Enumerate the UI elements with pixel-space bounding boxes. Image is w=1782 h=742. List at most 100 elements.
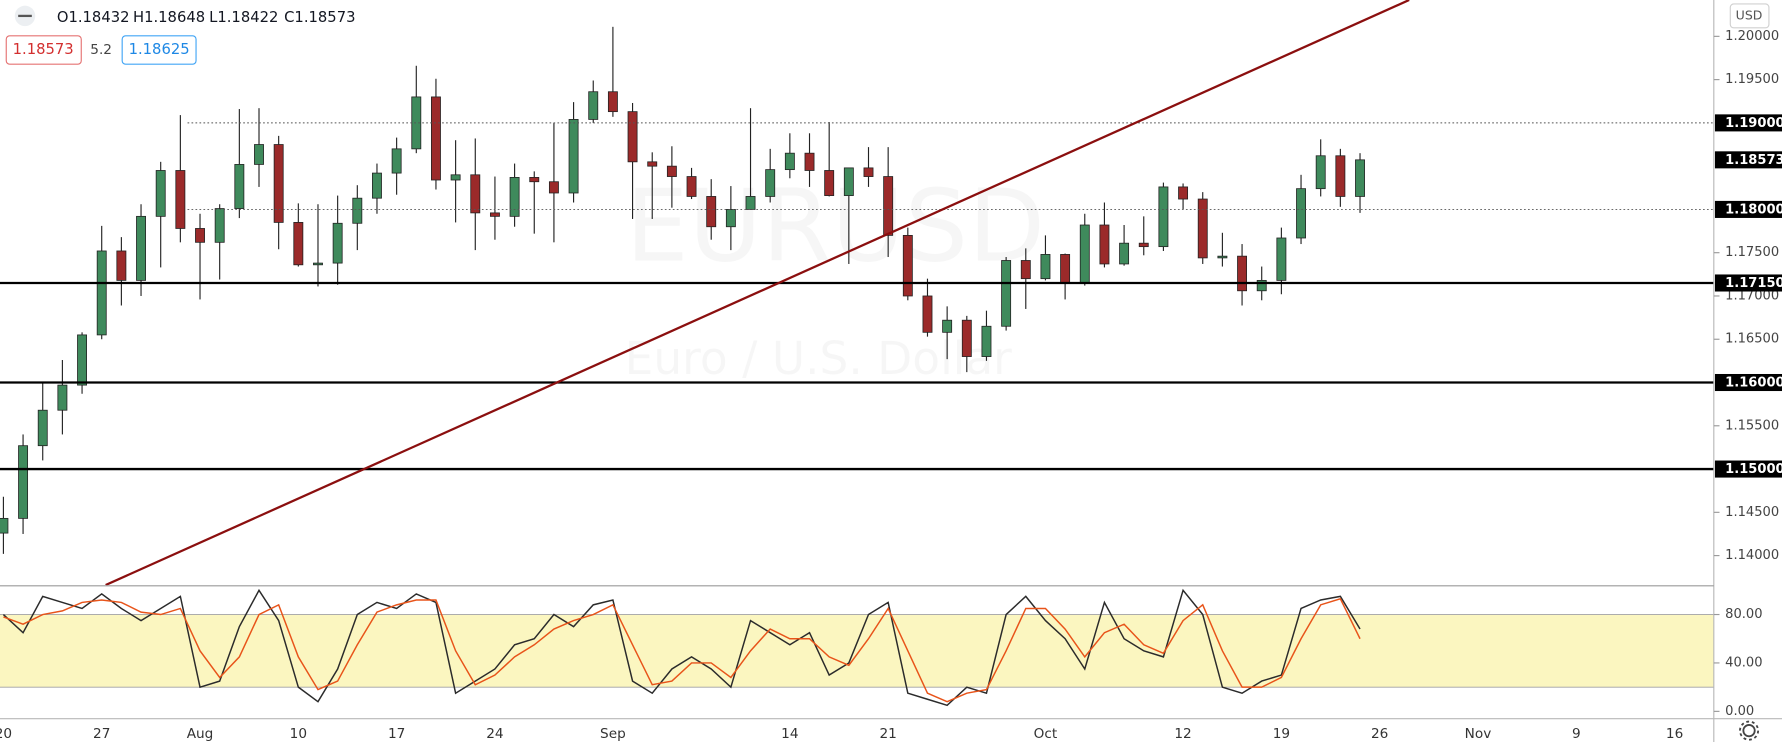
candle-body (568, 119, 579, 194)
candle-body (273, 144, 284, 223)
candle-body (136, 215, 146, 281)
candle-body (1040, 254, 1051, 280)
candle-body (1335, 155, 1346, 197)
candle-body (548, 181, 559, 194)
oscillator-band (0, 614, 1714, 688)
price-tick-label: 1.15500 (1725, 418, 1779, 433)
candle-body (765, 169, 776, 197)
menu-icon-bar (18, 14, 32, 18)
x-tick-label: 24 (486, 726, 503, 742)
level-label: 1.18000 (1725, 202, 1782, 217)
candle-body (686, 176, 697, 197)
candle-body (922, 295, 933, 333)
currency-button[interactable] (1729, 3, 1770, 29)
candle-body (745, 196, 756, 210)
candle-body (372, 172, 382, 199)
candle-body (627, 111, 638, 163)
price-tick-label: 1.14500 (1725, 505, 1779, 520)
candle-body (18, 445, 29, 519)
candle-body (509, 177, 520, 217)
settings-icon[interactable] (1739, 720, 1760, 741)
level-label-box (1714, 460, 1782, 478)
candle-body (293, 222, 304, 266)
candle-body (804, 152, 815, 171)
x-tick-label: 21 (879, 726, 896, 742)
x-tick-label: 19 (1273, 726, 1290, 742)
price-tick-label: 1.17000 (1725, 288, 1779, 303)
candle-body (863, 167, 874, 177)
level-label-box (1714, 200, 1782, 218)
level-label: 1.17150 (1725, 276, 1782, 291)
candle-body (902, 234, 913, 297)
candle-body (843, 167, 854, 196)
candle-body (470, 174, 481, 214)
candle-body (647, 161, 658, 167)
candle-body (1296, 188, 1306, 239)
candle-body (0, 517, 9, 534)
price-tick-label: 1.20000 (1725, 29, 1779, 44)
gear-ring (1742, 724, 1756, 738)
candle-body (1256, 279, 1267, 292)
gear-teeth (1739, 720, 1760, 741)
candle-body (431, 96, 441, 181)
candle-body (1060, 254, 1071, 284)
candle-body (332, 222, 343, 264)
price-tick-label: 1.19500 (1725, 72, 1779, 87)
candle-body (77, 334, 87, 386)
candle-body (1217, 255, 1228, 259)
candle-body (391, 148, 402, 174)
x-tick-label: Sep (600, 726, 626, 742)
osc-tick-label: 0.00 (1725, 704, 1754, 719)
level-label-box (1714, 274, 1782, 292)
candle-body (1001, 260, 1012, 327)
candle-body (1138, 242, 1149, 248)
last-price-label: 1.18573 (1725, 153, 1782, 168)
x-tick-label: 20 (0, 726, 12, 742)
candle-body (1355, 159, 1365, 197)
x-tick-label: Nov (1465, 726, 1492, 742)
last-price-box (1714, 151, 1782, 169)
candle-body (529, 177, 540, 183)
candle-body (824, 170, 835, 196)
x-tick-label: 9 (1572, 726, 1581, 742)
candle-body (666, 165, 677, 177)
candle-body (37, 409, 48, 447)
x-tick-label: 16 (1666, 726, 1683, 742)
candle-body (981, 325, 992, 357)
ohlc-open: O1.18432 (57, 9, 130, 26)
price-tick-label: 1.16500 (1725, 332, 1779, 347)
candle-body (489, 212, 500, 217)
sell-button[interactable] (5, 35, 82, 65)
candle-body (1158, 186, 1169, 248)
level-label-box (1714, 373, 1782, 392)
x-tick-label: 14 (781, 726, 798, 742)
plot-area (0, 0, 1782, 707)
price-tick-label: 1.17500 (1725, 245, 1779, 260)
ohlc-high: H1.18648 (133, 9, 205, 26)
x-tick-label: 12 (1174, 726, 1191, 742)
candle-body (588, 91, 599, 120)
level-label: 1.16000 (1725, 376, 1782, 391)
spread: 5.2 (90, 42, 112, 58)
candle-body (450, 174, 461, 181)
candle-body (352, 197, 363, 224)
buy-button[interactable] (121, 35, 197, 65)
price-tick-label: 1.14000 (1725, 548, 1779, 563)
candle-body (1099, 224, 1110, 265)
candle-body (155, 170, 166, 217)
candle-body (784, 152, 795, 171)
buy-price: 1.18625 (129, 41, 190, 58)
candle-body (725, 209, 736, 228)
candle-body (234, 164, 245, 209)
candle-body (313, 262, 323, 266)
candle-body (175, 170, 186, 229)
candle-body (1079, 224, 1090, 284)
candle-body (254, 144, 264, 165)
candle-body (1119, 242, 1130, 265)
candle-body (961, 319, 972, 357)
sell-price: 1.18573 (13, 41, 74, 58)
x-tick-label: Aug (187, 726, 214, 742)
candle-body (57, 384, 68, 411)
ohlc-close: C1.18573 (284, 9, 355, 26)
